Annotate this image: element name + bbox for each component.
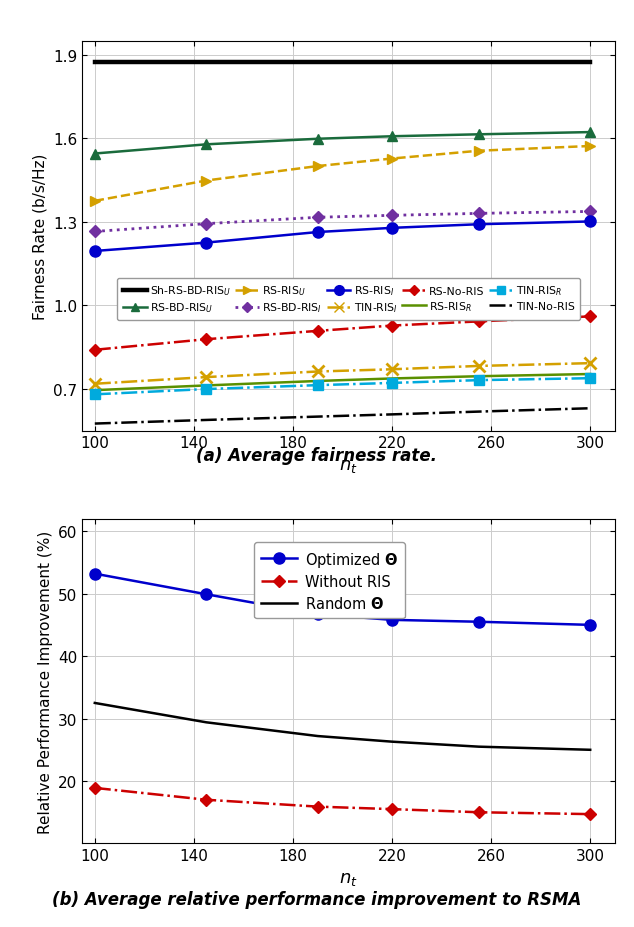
Random $\mathbf{\Theta}$ (314, 730, 321, 742)
Random $\mathbf{\Theta}$ (388, 736, 396, 747)
Line: Random $\mathbf{\Theta}$: Random $\mathbf{\Theta}$ (95, 704, 590, 750)
Without RIS (388, 804, 396, 815)
Text: (a) Average fairness rate.: (a) Average fairness rate. (197, 447, 437, 464)
X-axis label: $n_t$: $n_t$ (339, 869, 358, 887)
Optimized $\mathbf{\Theta}$ (314, 609, 321, 620)
Legend: Sh-RS-BD-RIS$_U$, RS-BD-RIS$_U$, RS-RIS$_U$, RS-BD-RIS$_I$, RS-RIS$_I$, TIN-RIS$: Sh-RS-BD-RIS$_U$, RS-BD-RIS$_U$, RS-RIS$… (117, 279, 580, 321)
Text: (b) Average relative performance improvement to RSMA: (b) Average relative performance improve… (53, 890, 581, 908)
Optimized $\mathbf{\Theta}$ (388, 615, 396, 626)
Random $\mathbf{\Theta}$ (202, 717, 210, 728)
Without RIS (314, 801, 321, 812)
Optimized $\mathbf{\Theta}$ (202, 589, 210, 600)
Without RIS (91, 782, 99, 794)
Y-axis label: Relative Performance Improvement (%): Relative Performance Improvement (%) (37, 530, 53, 832)
Legend: Optimized $\mathbf{\Theta}$, Without RIS, Random $\mathbf{\Theta}$: Optimized $\mathbf{\Theta}$, Without RIS… (254, 542, 405, 619)
Random $\mathbf{\Theta}$ (91, 698, 99, 709)
Y-axis label: Fairness Rate (b/s/Hz): Fairness Rate (b/s/Hz) (33, 153, 48, 320)
Without RIS (202, 794, 210, 806)
Without RIS (475, 806, 482, 818)
Random $\mathbf{\Theta}$ (475, 742, 482, 753)
X-axis label: $n_t$: $n_t$ (339, 456, 358, 475)
Without RIS (586, 808, 594, 819)
Line: Without RIS: Without RIS (91, 784, 595, 819)
Optimized $\mathbf{\Theta}$ (91, 568, 99, 579)
Optimized $\mathbf{\Theta}$ (586, 619, 594, 630)
Line: Optimized $\mathbf{\Theta}$: Optimized $\mathbf{\Theta}$ (89, 568, 596, 630)
Optimized $\mathbf{\Theta}$ (475, 616, 482, 628)
Random $\mathbf{\Theta}$ (586, 744, 594, 756)
